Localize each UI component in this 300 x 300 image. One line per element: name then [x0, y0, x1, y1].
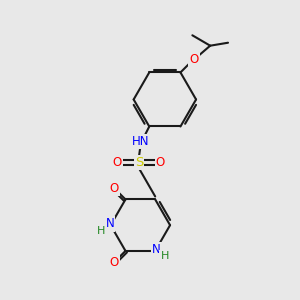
Text: O: O [110, 256, 119, 269]
Text: S: S [135, 156, 143, 169]
Text: H: H [160, 251, 169, 261]
Text: O: O [156, 156, 165, 169]
Text: H: H [97, 226, 105, 236]
Text: O: O [113, 156, 122, 169]
Text: N: N [152, 243, 161, 256]
Text: O: O [189, 52, 199, 66]
Text: O: O [110, 182, 119, 195]
Text: HN: HN [132, 135, 149, 148]
Text: N: N [106, 218, 114, 230]
